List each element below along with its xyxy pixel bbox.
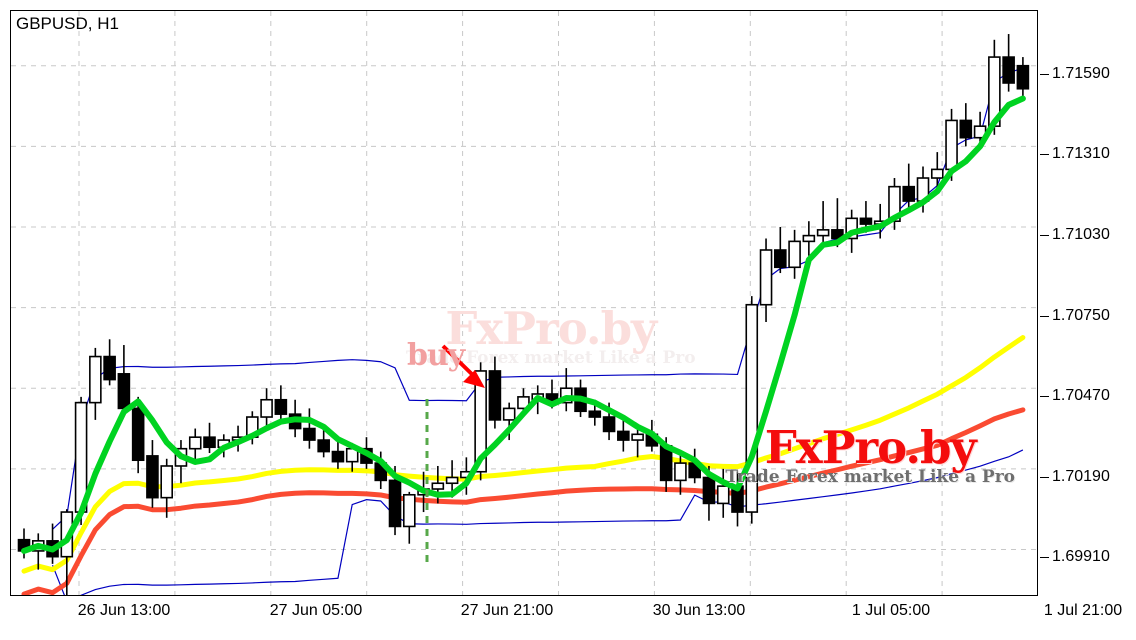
candle-body: [945, 119, 958, 171]
candle-body: [317, 439, 330, 453]
candle-body: [674, 462, 687, 482]
candle-body: [1016, 64, 1030, 90]
y-axis: 1.71590 1.71310 1.71030 1.70750 1.70470 1.701…: [1040, 10, 1136, 596]
buy-annotation-label: buy: [407, 338, 465, 373]
x-axis-label: 27 Jun 05:00: [269, 602, 363, 619]
candle-body: [1002, 56, 1015, 84]
price-data-layer: [17, 34, 1030, 595]
candle-body: [331, 450, 345, 463]
candle-body: [188, 436, 202, 450]
candle-body: [802, 234, 816, 243]
candle-body: [759, 249, 773, 306]
candle-body: [959, 119, 973, 139]
candle-body: [274, 398, 288, 415]
bollinger-upper-band: [52, 67, 1024, 530]
candle-body: [517, 396, 530, 410]
y-axis-label: 1.70190: [1052, 467, 1110, 485]
y-axis-tick: [1040, 315, 1049, 317]
candle-body: [502, 407, 516, 421]
candle-body: [831, 229, 844, 240]
candle-body: [788, 240, 801, 269]
candle-body: [474, 370, 487, 473]
x-axis-label: 1 Jul 21:00: [1043, 602, 1123, 619]
candle-body: [902, 185, 916, 202]
moving-average-yellow: [21, 335, 1026, 574]
candle-body: [745, 303, 759, 513]
x-axis-label: 26 Jun 13:00: [77, 602, 171, 619]
candle-body: [131, 407, 145, 462]
y-axis-tick: [1040, 557, 1049, 559]
y-axis-label: 1.71310: [1052, 145, 1110, 163]
y-axis-label: 1.71590: [1052, 64, 1110, 82]
y-axis-tick: [1040, 476, 1049, 478]
y-axis-tick: [1040, 234, 1049, 236]
price-chart-plot-area[interactable]: FxPro.by Trade Forex market Like a Pro b…: [10, 10, 1038, 596]
page-title: GBPUSD, H1: [16, 14, 119, 33]
moving-average-red: [21, 407, 1026, 595]
candle-body: [631, 433, 644, 441]
candle-body: [146, 455, 159, 499]
candle-body: [930, 168, 944, 179]
candle-body: [445, 476, 459, 485]
candle-body: [617, 430, 630, 441]
candle-body: [588, 410, 602, 418]
candle-body: [160, 465, 173, 499]
candle-body: [402, 493, 416, 528]
x-axis-label: 27 Jun 21:00: [460, 602, 554, 619]
y-axis-tick: [1040, 154, 1049, 156]
buy-arrow-icon: [441, 344, 485, 388]
candle-body: [260, 398, 273, 418]
y-axis-label: 1.70750: [1052, 306, 1110, 324]
candle-body: [89, 355, 102, 404]
candle-body: [431, 482, 445, 490]
bollinger-lower-band: [51, 449, 1024, 595]
x-axis-label: 30 Jun 13:00: [652, 602, 746, 619]
y-axis-label: 1.71030: [1052, 225, 1110, 243]
candle-body: [117, 373, 131, 410]
candle-body: [602, 416, 616, 433]
candle-body: [388, 479, 402, 528]
moving-average-green: [21, 95, 1026, 554]
candle-body: [702, 476, 716, 505]
candle-body: [716, 485, 730, 505]
y-axis-label: 1.70470: [1052, 387, 1110, 405]
y-axis-tick: [1040, 396, 1049, 398]
candle-body: [488, 370, 502, 421]
candle-body: [203, 436, 216, 449]
candle-body: [816, 229, 830, 237]
candle-body: [303, 427, 316, 441]
y-axis-tick: [1040, 73, 1049, 75]
candle-body: [103, 355, 116, 381]
x-axis-label: 1 Jul 05:00: [851, 602, 931, 619]
x-axis: 26 Jun 13:00 27 Jun 05:00 27 Jun 21:00 30 J…: [0, 600, 1136, 630]
candle-body: [774, 249, 787, 269]
candle-body: [859, 217, 873, 225]
y-axis-label: 1.69910: [1052, 548, 1110, 566]
